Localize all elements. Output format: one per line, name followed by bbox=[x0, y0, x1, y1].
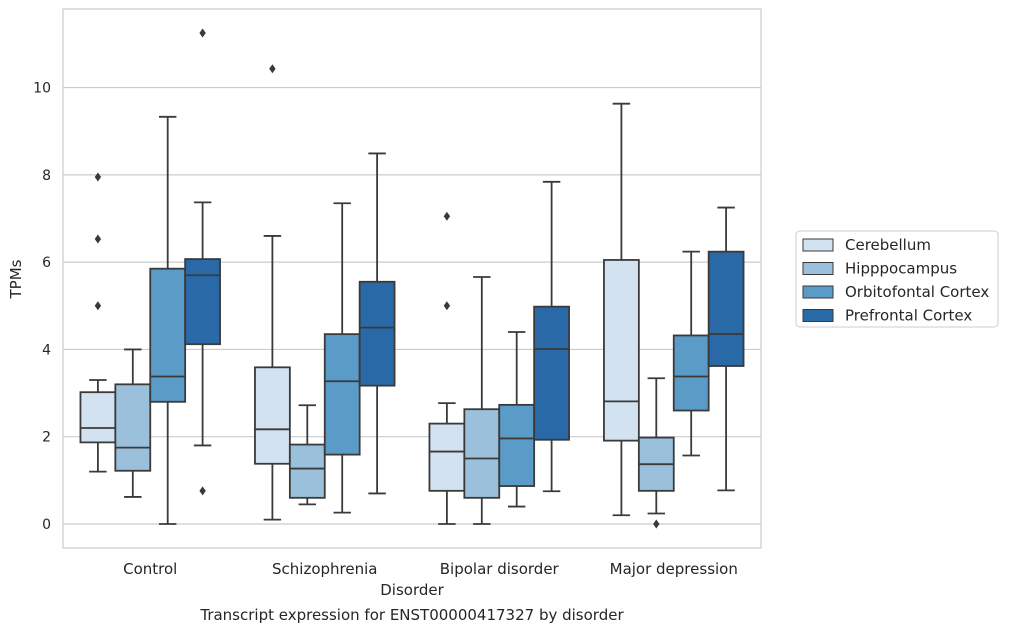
box bbox=[428, 211, 466, 525]
box-body bbox=[323, 333, 361, 456]
y-tick-label: 2 bbox=[42, 430, 51, 446]
box bbox=[498, 331, 536, 508]
series-cerebellum bbox=[79, 64, 640, 525]
outlier-point bbox=[94, 301, 102, 311]
box-series bbox=[79, 28, 745, 529]
y-tick-label: 10 bbox=[33, 81, 51, 97]
box bbox=[463, 276, 501, 525]
outlier-point bbox=[199, 486, 206, 496]
box-body bbox=[254, 366, 291, 465]
legend-swatch bbox=[802, 262, 834, 275]
box bbox=[114, 348, 152, 498]
outlier-point bbox=[94, 172, 102, 182]
box-body bbox=[184, 258, 221, 346]
box bbox=[533, 180, 570, 493]
box-body bbox=[603, 259, 640, 442]
legend-swatch bbox=[802, 238, 834, 252]
x-tick-label: Schizophrenia bbox=[272, 560, 377, 578]
y-tick-label: 0 bbox=[42, 517, 51, 533]
legend-label: Cerebellum bbox=[845, 236, 931, 254]
box-body bbox=[707, 250, 745, 367]
box-body bbox=[672, 334, 710, 412]
box bbox=[323, 202, 361, 514]
box-body bbox=[79, 391, 117, 444]
box-body bbox=[149, 267, 187, 403]
box bbox=[149, 115, 187, 525]
outlier-point bbox=[443, 211, 451, 221]
series-orbitofontal-cortex bbox=[149, 115, 710, 525]
box bbox=[184, 28, 221, 496]
y-tick-labels: 0 2 4 6 8 10 bbox=[33, 81, 51, 533]
legend-swatch bbox=[802, 309, 834, 322]
outlier-point bbox=[443, 301, 451, 311]
box bbox=[637, 377, 675, 529]
legend-label: Hipppocampus bbox=[845, 260, 957, 278]
outlier-point bbox=[653, 519, 660, 529]
plot-area-frame bbox=[62, 8, 762, 549]
box bbox=[358, 152, 396, 495]
outlier-point bbox=[199, 28, 206, 38]
series-hipppocampus bbox=[114, 276, 675, 529]
box bbox=[707, 206, 745, 492]
x-axis-title: Disorder bbox=[380, 581, 444, 599]
figure-caption: Transcript expression for ENST0000041732… bbox=[200, 606, 624, 624]
legend-frame bbox=[795, 230, 999, 328]
box bbox=[672, 250, 710, 457]
box-body bbox=[428, 422, 466, 492]
y-axis-title: TPMs bbox=[7, 259, 25, 299]
x-tick-label: Control bbox=[123, 560, 177, 578]
box-body bbox=[463, 408, 501, 499]
legend-label: Prefrontal Cortex bbox=[845, 307, 972, 325]
x-tick-labels: Control Schizophrenia Bipolar disorder Majo… bbox=[123, 560, 738, 578]
x-tick-label: Major depression bbox=[610, 560, 738, 578]
box-body bbox=[288, 443, 326, 499]
box bbox=[288, 404, 326, 506]
y-tick-label: 8 bbox=[42, 168, 51, 184]
box-body bbox=[358, 280, 396, 387]
x-tick-label: Bipolar disorder bbox=[440, 560, 560, 578]
outlier-point bbox=[94, 234, 102, 244]
y-tick-label: 4 bbox=[42, 342, 51, 358]
outlier-point bbox=[269, 64, 276, 74]
box-body bbox=[498, 403, 536, 487]
box bbox=[79, 172, 117, 473]
legend: Cerebellum Hipppocampus Orbitofontal Corte… bbox=[795, 230, 999, 328]
box-body bbox=[533, 305, 570, 441]
series-prefrontal-cortex bbox=[184, 28, 745, 496]
box bbox=[254, 64, 291, 521]
box-body bbox=[114, 383, 152, 472]
legend-swatch bbox=[802, 285, 834, 299]
legend-label: Orbitofontal Cortex bbox=[845, 283, 989, 301]
y-tick-label: 6 bbox=[42, 255, 51, 271]
box bbox=[603, 102, 640, 517]
